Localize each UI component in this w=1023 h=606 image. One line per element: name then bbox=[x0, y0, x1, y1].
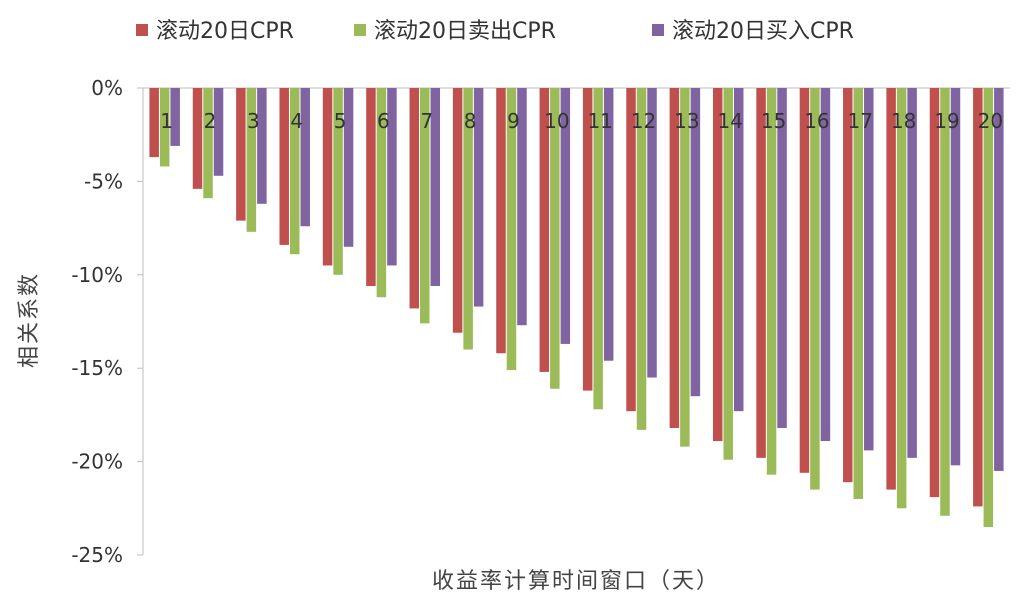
bar-2-16 bbox=[810, 88, 820, 490]
x-category-label: 5 bbox=[334, 109, 347, 133]
bar-3-15 bbox=[777, 88, 787, 428]
legend-label-2: 滚动20日卖出CPR bbox=[374, 19, 556, 44]
x-category-label: 4 bbox=[290, 109, 303, 133]
x-category-label: 17 bbox=[848, 109, 873, 133]
y-tick-label: -5% bbox=[84, 169, 123, 193]
bar-2-10 bbox=[550, 88, 560, 389]
bar-3-11 bbox=[603, 88, 614, 361]
bars bbox=[149, 88, 1004, 527]
x-category-label: 20 bbox=[978, 109, 1003, 133]
bar-1-9 bbox=[496, 88, 506, 354]
bar-1-1 bbox=[149, 88, 159, 158]
bar-3-9 bbox=[517, 88, 527, 326]
bar-2-15 bbox=[766, 88, 777, 475]
x-category-label: 3 bbox=[247, 109, 260, 133]
bar-2-5 bbox=[333, 88, 343, 275]
bar-3-16 bbox=[820, 88, 831, 442]
x-category-label: 16 bbox=[804, 109, 829, 133]
bar-2-17 bbox=[853, 88, 864, 499]
bar-1-19 bbox=[929, 88, 940, 498]
bar-3-10 bbox=[560, 88, 571, 344]
x-category-label: 12 bbox=[631, 109, 656, 133]
x-category-label: 19 bbox=[934, 109, 959, 133]
bar-3-13 bbox=[690, 88, 701, 397]
x-category-label: 10 bbox=[544, 109, 569, 133]
legend-swatch-1 bbox=[136, 24, 148, 36]
bar-1-15 bbox=[756, 88, 766, 458]
x-category-label: 8 bbox=[464, 109, 477, 133]
bar-1-17 bbox=[843, 88, 853, 483]
bar-2-13 bbox=[680, 88, 690, 447]
legend-swatch-2 bbox=[354, 24, 366, 36]
bar-1-11 bbox=[582, 88, 593, 391]
x-category-label: 6 bbox=[377, 109, 390, 133]
bar-3-5 bbox=[343, 88, 354, 247]
bar-3-17 bbox=[864, 88, 874, 451]
category-labels: 1 2 3 4 5 6 7 8 9 10 11 12 13 14 15 16 17 18 19 20 bbox=[160, 109, 1003, 133]
bar-2-12 bbox=[636, 88, 647, 430]
y-tick-label: -25% bbox=[71, 543, 123, 567]
bar-2-7 bbox=[420, 88, 430, 324]
y-tick-label: 0% bbox=[91, 76, 123, 100]
bar-3-18 bbox=[907, 88, 917, 458]
x-category-label: 1 bbox=[160, 109, 173, 133]
bar-2-8 bbox=[463, 88, 473, 350]
bar-3-4 bbox=[300, 88, 310, 227]
bar-3-7 bbox=[430, 88, 441, 287]
bar-2-6 bbox=[376, 88, 387, 298]
bar-1-20 bbox=[973, 88, 983, 507]
legend-label-3: 滚动20日买入CPR bbox=[672, 19, 854, 44]
bar-3-20 bbox=[994, 88, 1004, 471]
bar-3-3 bbox=[257, 88, 267, 204]
bar-1-3 bbox=[236, 88, 246, 221]
bar-2-19 bbox=[940, 88, 950, 516]
bar-1-4 bbox=[279, 88, 289, 245]
x-category-label: 13 bbox=[674, 109, 699, 133]
y-axis: 0% -5% -10% -15% -20% -25% bbox=[71, 76, 1010, 567]
bar-1-2 bbox=[192, 88, 203, 189]
bar-3-8 bbox=[473, 88, 484, 307]
bar-3-1 bbox=[170, 88, 180, 146]
legend-label-1: 滚动20日CPR bbox=[156, 19, 294, 44]
y-axis-title: 相关系数 bbox=[17, 272, 42, 368]
y-tick-label: -20% bbox=[71, 450, 123, 474]
bar-3-14 bbox=[733, 88, 744, 412]
x-category-label: 9 bbox=[507, 109, 520, 133]
legend-swatch-3 bbox=[652, 24, 664, 36]
bar-2-1 bbox=[159, 88, 170, 167]
bar-2-20 bbox=[983, 88, 994, 527]
bar-1-7 bbox=[409, 88, 420, 309]
x-category-label: 11 bbox=[587, 109, 612, 133]
x-category-label: 18 bbox=[891, 109, 916, 133]
x-category-label: 2 bbox=[204, 109, 217, 133]
bar-1-10 bbox=[539, 88, 550, 372]
bar-2-18 bbox=[896, 88, 907, 509]
bar-3-19 bbox=[950, 88, 961, 466]
bar-1-5 bbox=[322, 88, 333, 266]
bar-1-6 bbox=[366, 88, 376, 287]
bar-2-3 bbox=[246, 88, 257, 232]
bar-1-8 bbox=[452, 88, 463, 333]
y-tick-label: -10% bbox=[71, 263, 123, 287]
bar-2-14 bbox=[723, 88, 733, 460]
x-category-label: 15 bbox=[761, 109, 786, 133]
bar-1-12 bbox=[626, 88, 636, 412]
bar-1-14 bbox=[712, 88, 723, 442]
bar-3-6 bbox=[387, 88, 397, 266]
bar-2-9 bbox=[506, 88, 517, 371]
bar-1-16 bbox=[799, 88, 810, 473]
bar-2-11 bbox=[593, 88, 603, 410]
bar-1-13 bbox=[669, 88, 680, 428]
x-category-label: 7 bbox=[420, 109, 433, 133]
x-category-label: 14 bbox=[717, 109, 742, 133]
bar-2-4 bbox=[289, 88, 300, 255]
x-axis-title: 收益率计算时间窗口（天） bbox=[432, 569, 720, 594]
bar-2-2 bbox=[203, 88, 213, 199]
bar-3-12 bbox=[647, 88, 657, 378]
bar-3-2 bbox=[213, 88, 224, 176]
legend: 滚动20日CPR 滚动20日卖出CPR 滚动20日买入CPR bbox=[136, 19, 854, 44]
bar-1-18 bbox=[886, 88, 896, 490]
y-tick-label: -15% bbox=[71, 356, 123, 380]
